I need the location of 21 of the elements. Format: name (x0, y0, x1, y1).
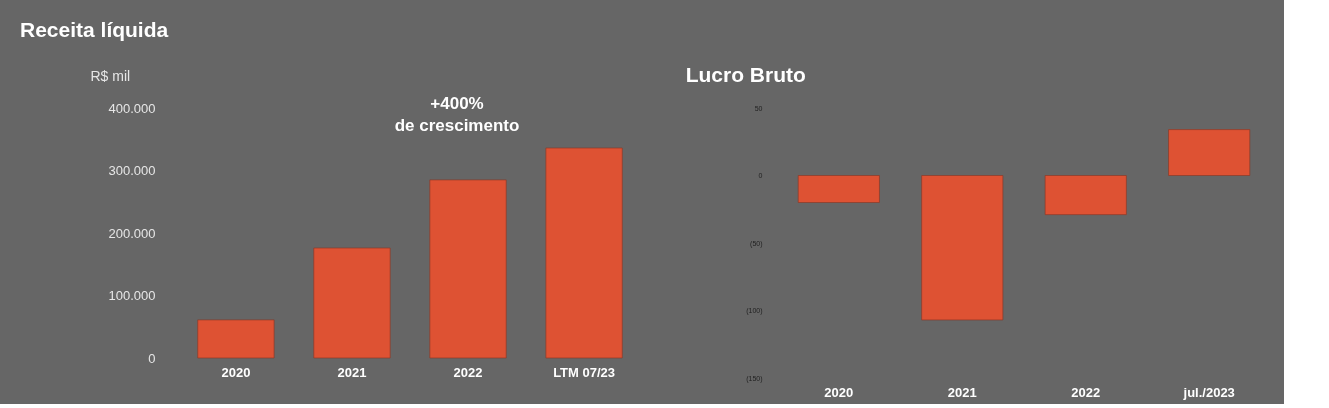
chart-title: Receita líquida (20, 18, 169, 41)
x-tick-label: 2021 (337, 364, 367, 380)
bar (313, 247, 391, 359)
chart-title: Lucro Bruto (685, 63, 806, 86)
x-tick-label: LTM 07/23 (553, 364, 616, 380)
y-axis-title: R$ mil (90, 67, 131, 84)
y-tick-label: 0 (148, 350, 156, 366)
x-tick-label: 2022 (453, 364, 483, 380)
x-tick-label: 2022 (1071, 384, 1101, 400)
bar (429, 179, 507, 359)
annotation: +400% de crescimento (394, 94, 520, 135)
y-tick-label: 100.000 (108, 288, 156, 303)
x-tick-label: jul./2023 (1182, 384, 1235, 400)
y-tick-label: 400.000 (108, 100, 156, 116)
x-tick-label: 2020 (221, 364, 251, 380)
y-tick-label: 200.000 (108, 225, 156, 241)
bar (545, 147, 623, 359)
x-tick-label: 2021 (947, 384, 977, 400)
x-tick-label: 2020 (824, 384, 854, 400)
y-tick-label: 300.000 (108, 163, 156, 178)
bar (197, 319, 275, 359)
